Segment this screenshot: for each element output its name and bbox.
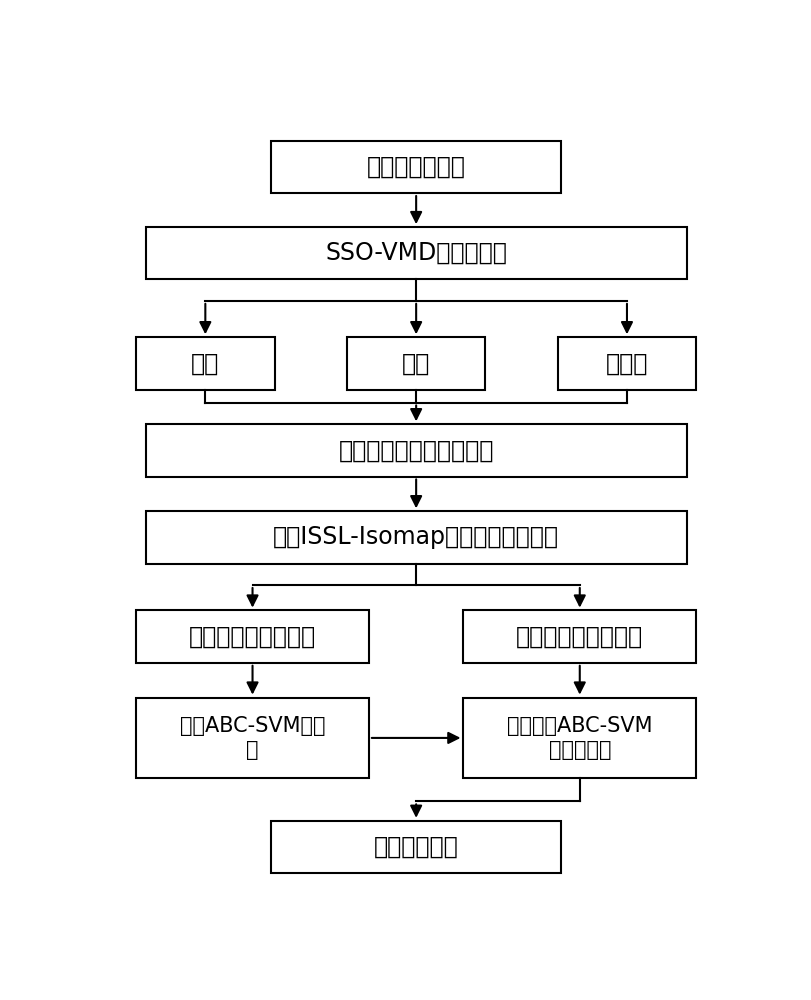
Text: 尺度域: 尺度域 [605,351,647,375]
FancyBboxPatch shape [145,424,686,477]
Text: 利用ISSL-Isomap算法进行降维处理: 利用ISSL-Isomap算法进行降维处理 [272,525,559,549]
FancyBboxPatch shape [136,337,274,389]
Text: 训练ABC-SVM分类
器: 训练ABC-SVM分类 器 [179,716,325,760]
Text: 构造多域高维故障特征集: 构造多域高维故障特征集 [338,438,493,462]
FancyBboxPatch shape [463,698,695,778]
FancyBboxPatch shape [136,698,368,778]
Text: 诊断故障类型: 诊断故障类型 [373,835,458,859]
FancyBboxPatch shape [136,610,368,663]
Text: 时域: 时域 [191,351,219,375]
FancyBboxPatch shape [271,821,560,873]
Text: 训练样本低维特征集: 训练样本低维特征集 [189,625,315,649]
Text: 振动加速度信号: 振动加速度信号 [367,155,465,179]
Text: 频域: 频域 [401,351,430,375]
FancyBboxPatch shape [463,610,695,663]
Text: SSO-VMD分解与重构: SSO-VMD分解与重构 [325,241,506,265]
FancyBboxPatch shape [145,227,686,279]
FancyBboxPatch shape [145,511,686,564]
FancyBboxPatch shape [346,337,485,389]
FancyBboxPatch shape [271,141,560,193]
Text: 测试样本低维特征集: 测试样本低维特征集 [516,625,642,649]
FancyBboxPatch shape [557,337,695,389]
Text: 训练好的ABC-SVM
分类器模型: 训练好的ABC-SVM 分类器模型 [506,716,652,760]
